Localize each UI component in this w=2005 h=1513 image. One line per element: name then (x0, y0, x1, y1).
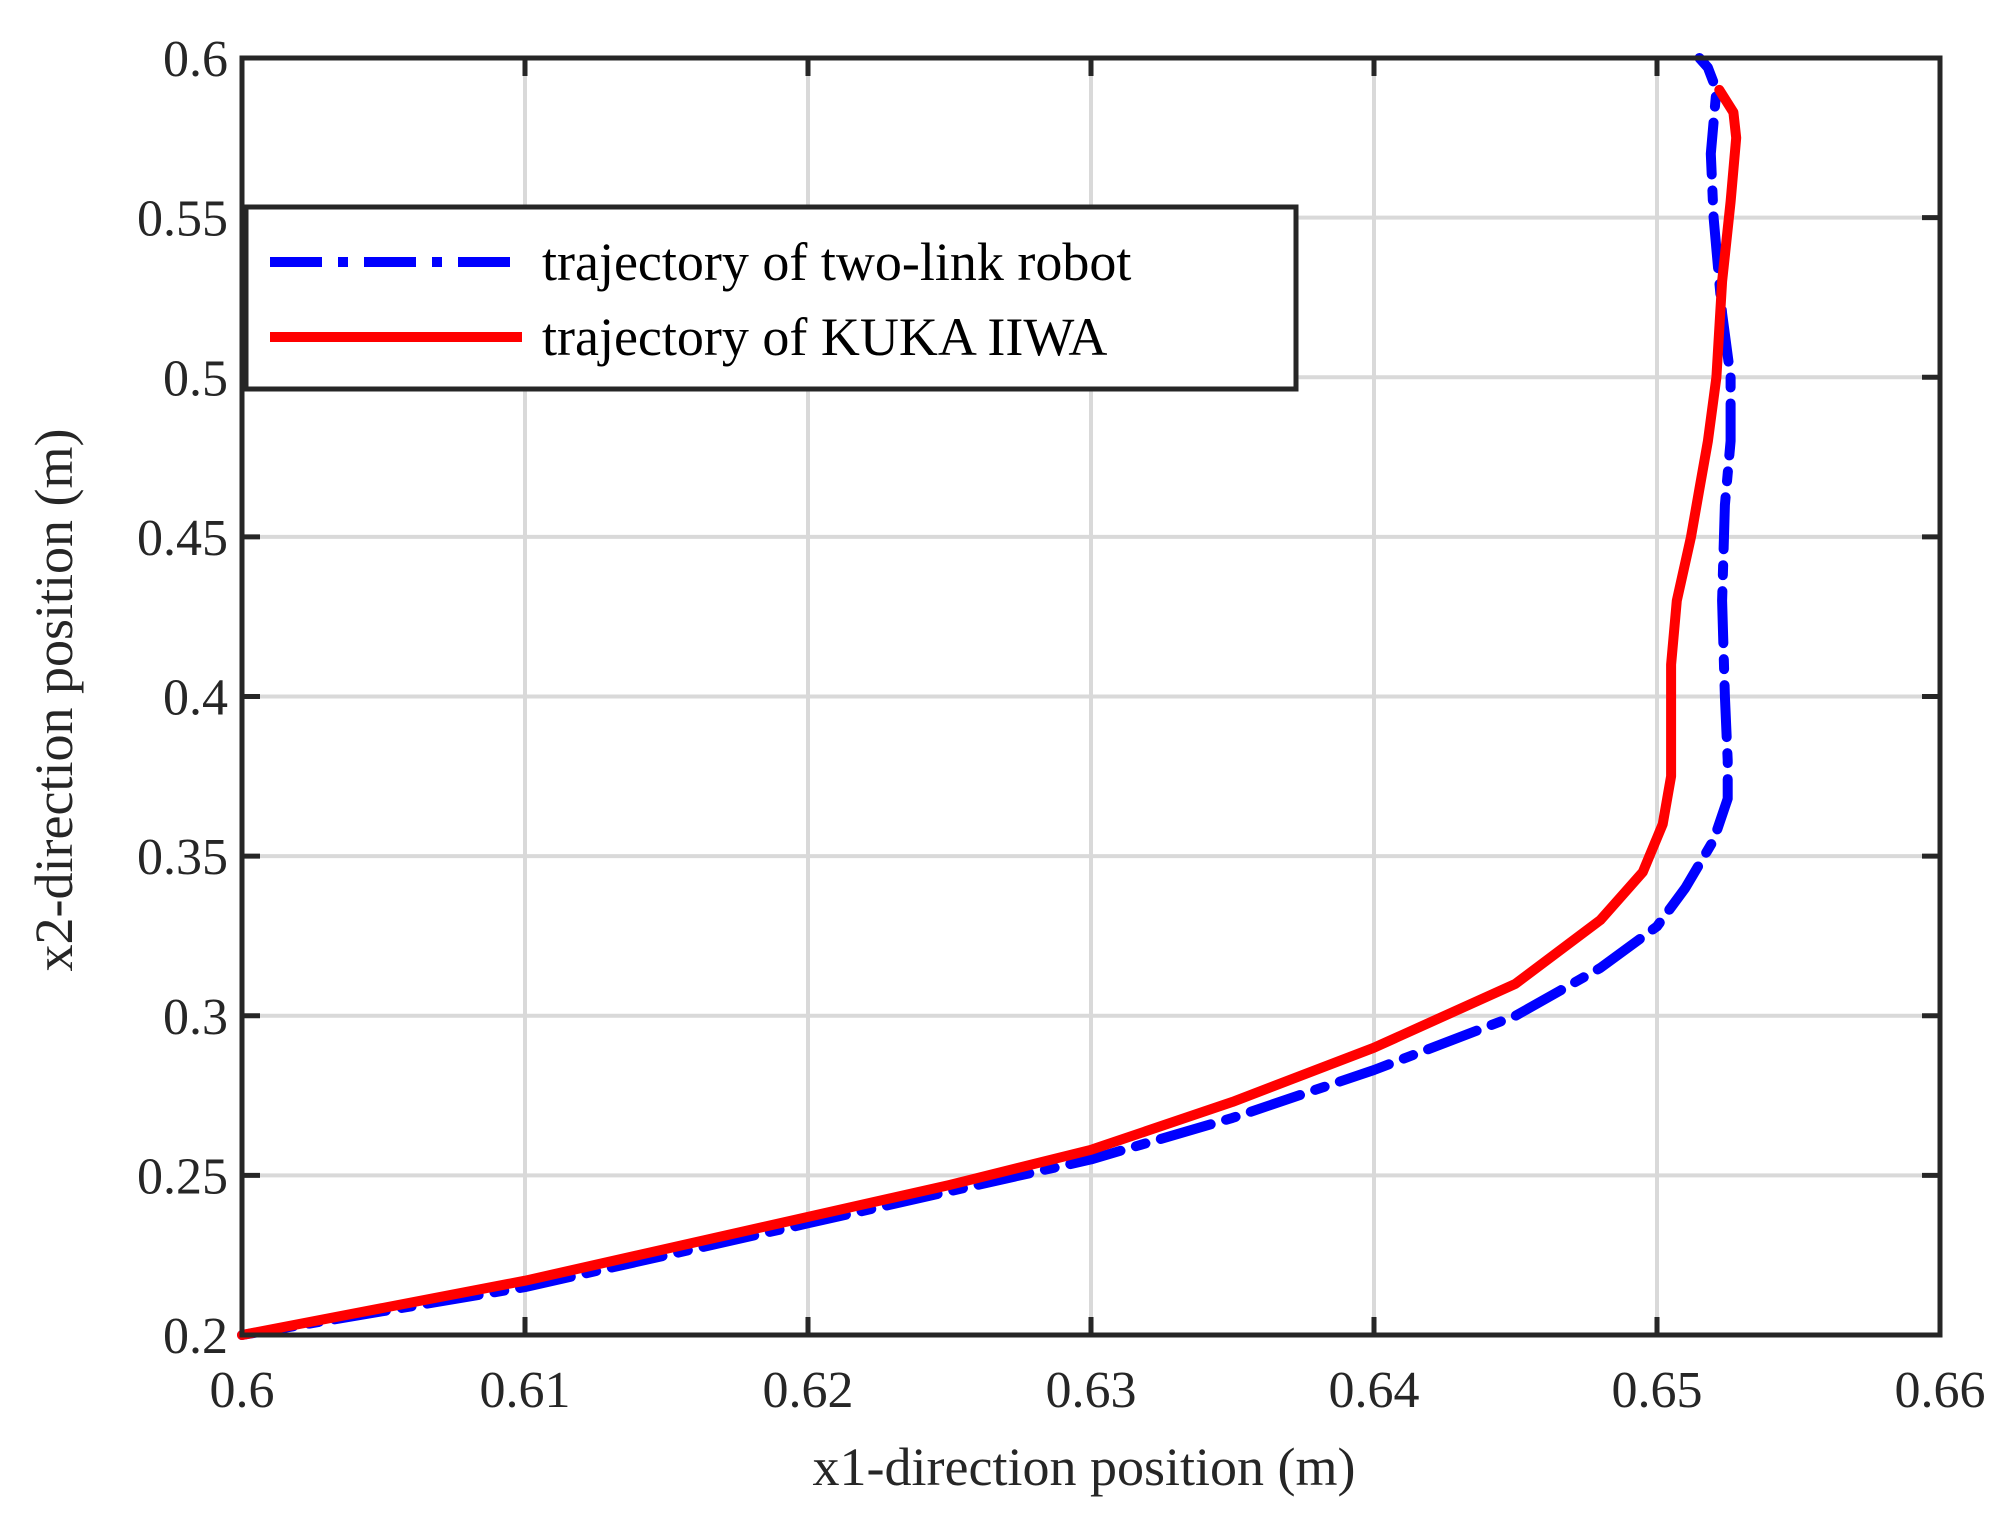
y-tick-label: 0.5 (163, 350, 228, 407)
y-axis-label: x2-direction position (m) (24, 429, 84, 972)
y-tick-label: 0.4 (163, 670, 228, 727)
y-tick-label: 0.45 (137, 510, 228, 567)
y-tick-label: 0.35 (137, 829, 228, 886)
x-tick-label: 0.66 (1895, 1362, 1986, 1419)
legend-label-two-link: trajectory of two-link robot (542, 232, 1131, 292)
x-tick-label: 0.64 (1329, 1362, 1420, 1419)
series-line-kuka-iiwa (237, 84, 1742, 1340)
y-tick-label: 0.55 (137, 191, 228, 248)
x-tick-label: 0.61 (480, 1362, 571, 1419)
series-layer (237, 53, 1742, 1340)
series-line-two-link-robot (237, 53, 1736, 1340)
y-tick-label: 0.25 (137, 1148, 228, 1205)
x-axis-label: x1-direction position (m) (813, 1437, 1356, 1497)
y-tick-label: 0.6 (163, 31, 228, 88)
legend-box (243, 204, 1299, 392)
y-tick-label: 0.2 (163, 1308, 228, 1365)
x-tick-label: 0.65 (1612, 1362, 1703, 1419)
x-tick-label: 0.62 (763, 1362, 854, 1419)
x-tick-label: 0.6 (210, 1362, 275, 1419)
tick-labels: 0.6 0.61 0.62 0.63 0.64 0.65 0.66 0.2 0.25 0.3 0.3… (137, 31, 1986, 1419)
y-tick-label: 0.3 (163, 989, 228, 1046)
legend: trajectory of two-link robot trajectory … (243, 204, 1299, 392)
x-tick-label: 0.63 (1046, 1362, 1137, 1419)
legend-label-kuka: trajectory of KUKA IIWA (542, 307, 1107, 367)
